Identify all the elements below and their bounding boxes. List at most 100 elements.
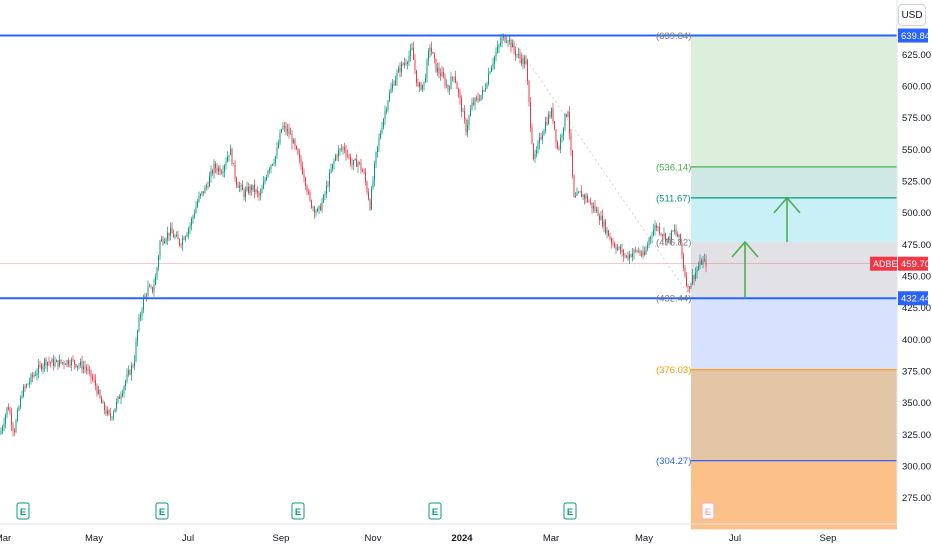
candle-body — [564, 114, 566, 128]
fib-zone — [691, 460, 897, 530]
last-price-tag: 459.70 — [898, 256, 930, 271]
earnings-marker[interactable]: E — [563, 502, 577, 520]
candle-body — [9, 409, 11, 414]
candle-body — [87, 369, 89, 371]
candle-body — [513, 43, 515, 51]
candle-body — [618, 246, 620, 248]
candle-body — [71, 359, 72, 366]
candle-body — [54, 361, 56, 367]
candle-body — [650, 236, 651, 239]
candle-body — [290, 133, 291, 135]
candle-body — [113, 412, 114, 418]
earnings-marker[interactable]: E — [428, 502, 442, 520]
candle-body — [215, 163, 216, 169]
candle-body — [78, 365, 80, 367]
candle-body — [33, 375, 35, 377]
candle-body — [207, 186, 209, 187]
candle-body — [684, 268, 686, 277]
fib-zone — [691, 35, 897, 167]
candle-body — [15, 420, 17, 433]
candle-body — [117, 396, 119, 402]
candle-body — [182, 238, 183, 246]
candle-body — [36, 373, 38, 376]
candle-body — [677, 233, 678, 237]
candle-body — [575, 196, 576, 198]
earnings-marker[interactable]: E — [16, 502, 30, 520]
candle-body — [626, 255, 627, 257]
earnings-marker[interactable]: E — [155, 502, 169, 520]
candle-body — [249, 186, 251, 193]
candle-body — [297, 148, 299, 155]
candle-body — [51, 359, 53, 363]
candle-body — [345, 149, 347, 155]
candle-body — [206, 186, 207, 187]
candle-body — [692, 275, 693, 284]
candle-body — [317, 208, 318, 212]
candle-body — [501, 37, 503, 43]
candle-body — [318, 205, 320, 209]
candle-body — [524, 58, 525, 65]
price-tick-label: 275.00 — [902, 493, 931, 504]
fib-level-label: (432.44) — [656, 294, 691, 305]
candle-body — [296, 145, 297, 149]
candle-body — [572, 150, 573, 176]
candle-body — [354, 159, 356, 161]
candle-body — [335, 155, 336, 161]
candle-body — [279, 132, 281, 144]
candle-body — [428, 51, 429, 61]
candle-body — [549, 114, 551, 117]
candle-body — [288, 129, 290, 135]
candle-body — [218, 167, 219, 171]
candle-body — [227, 156, 228, 162]
candle-body — [387, 100, 389, 110]
candle-body — [93, 379, 95, 380]
candle-body — [615, 247, 617, 250]
candle-body — [432, 51, 434, 54]
candle-body — [408, 55, 410, 63]
time-tick-label: May — [635, 533, 653, 544]
candle-body — [198, 195, 200, 202]
price-tick-label: 300.00 — [902, 462, 931, 473]
time-tick-label: Sep — [273, 533, 290, 544]
candle-body — [72, 359, 74, 361]
time-tick-label: Sep — [820, 533, 837, 544]
candle-body — [560, 137, 561, 150]
price-tick-label: 400.00 — [902, 335, 931, 346]
candle-body — [573, 175, 575, 198]
candle-body — [543, 130, 545, 136]
candle-body — [276, 147, 278, 157]
candle-body — [333, 160, 335, 164]
candle-body — [530, 101, 531, 128]
candle-body — [191, 219, 192, 226]
candle-body — [518, 53, 519, 55]
candle-body — [326, 185, 327, 194]
candle-body — [468, 115, 470, 126]
earnings-marker[interactable]: E — [701, 502, 715, 520]
candle-body — [237, 185, 239, 188]
candle-body — [479, 99, 480, 101]
candle-body — [123, 386, 125, 393]
candle-body — [467, 125, 468, 133]
candle-body — [446, 84, 447, 86]
candle-body — [441, 72, 443, 77]
candle-body — [608, 230, 609, 237]
time-tick-label: Mar — [543, 533, 559, 544]
candle-body — [554, 121, 555, 130]
candle-body — [447, 84, 449, 90]
candle-body — [617, 247, 618, 250]
candle-body — [8, 407, 9, 410]
candle-body — [14, 430, 15, 433]
candle-body — [561, 135, 563, 138]
candle-body — [360, 162, 362, 171]
candle-body — [482, 90, 483, 96]
candle-body — [324, 193, 326, 196]
candle-body — [495, 52, 497, 57]
candle-body — [630, 254, 632, 258]
currency-button[interactable]: USD — [898, 4, 926, 26]
candle-body — [591, 202, 593, 209]
candle-body — [140, 315, 141, 318]
earnings-marker[interactable]: E — [291, 502, 305, 520]
candle-body — [311, 200, 312, 208]
candle-body — [230, 148, 231, 156]
